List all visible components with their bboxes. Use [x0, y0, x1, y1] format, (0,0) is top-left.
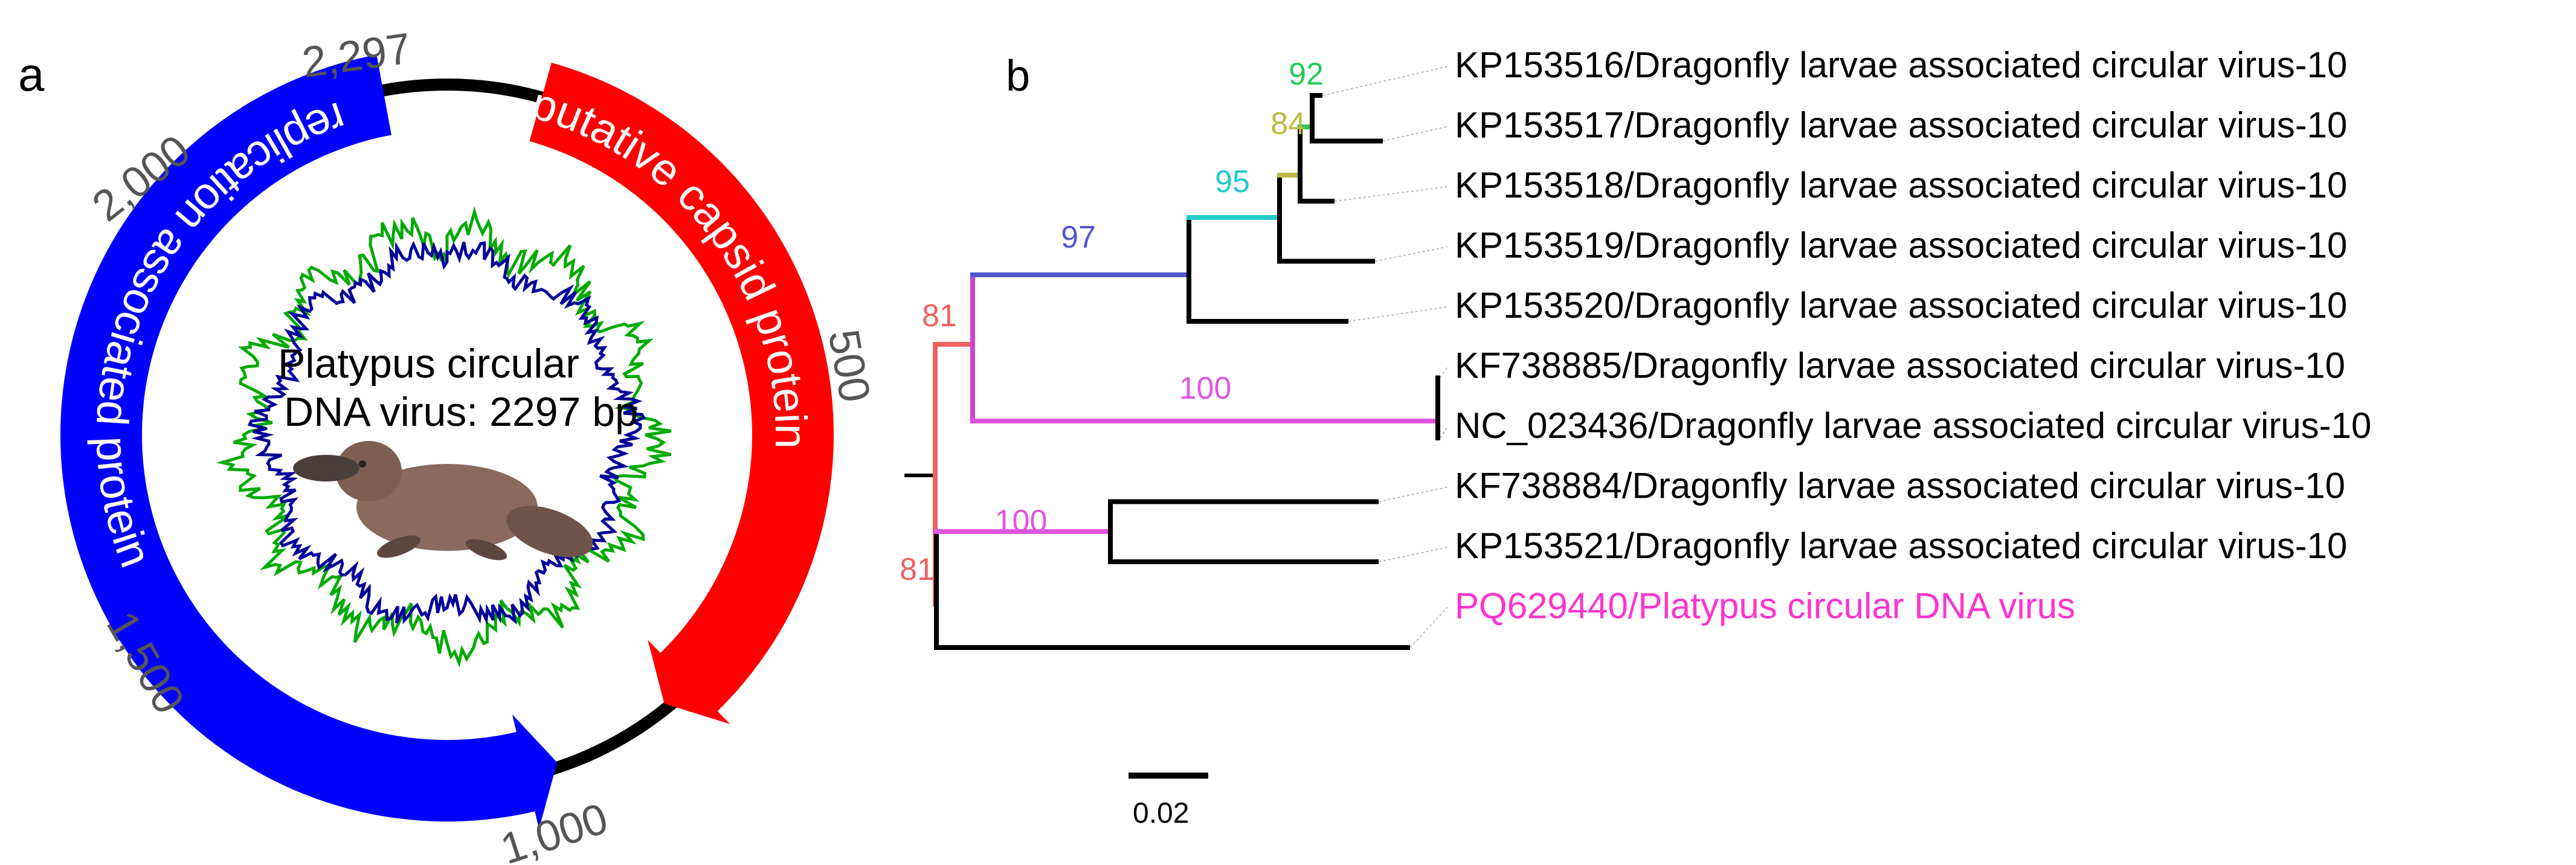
leaf-label: KP153516/Dragonfly larvae associated cir…: [1455, 45, 2347, 85]
leader-line: [1374, 246, 1448, 262]
bootstrap-clade-1-9: 81: [900, 552, 935, 587]
gene-arrow-rep: [60, 54, 558, 829]
leader-line: [1378, 547, 1448, 562]
leaf-label: KP153520/Dragonfly larvae associated cir…: [1455, 285, 2347, 326]
tree-branches: [904, 93, 1440, 650]
leader-line: [1334, 186, 1448, 202]
leader-line: [1322, 66, 1448, 96]
bootstrap-clade-1-3: 84: [1270, 106, 1306, 141]
tree-bootstrap-labels: 81 97 100 95 84 92 100 81: [900, 57, 1324, 587]
leaf-label: PQ629440/Platypus circular DNA virus: [1455, 586, 2075, 626]
platypus-icon: [293, 441, 593, 561]
panel-a-label: a: [18, 48, 45, 101]
gc-skew-trace: [216, 206, 672, 668]
leader-line: [1440, 426, 1448, 439]
bootstrap-clade-6-7: 100: [1179, 371, 1232, 406]
gc-content-trace: [247, 240, 646, 625]
gene-arrow-capsid: [529, 62, 834, 724]
panel-b-label: b: [1006, 52, 1030, 100]
leaf-label: KP153519/Dragonfly larvae associated cir…: [1455, 225, 2347, 266]
bootstrap-clade-8-9: 100: [995, 504, 1048, 539]
leaf-label: KP153518/Dragonfly larvae associated cir…: [1455, 165, 2347, 205]
panel-b: b KP153516/Dragonfly larvae associated c…: [900, 45, 2371, 829]
bootstrap-root: 81: [922, 298, 957, 333]
tick-label-2297: 2,297: [299, 24, 414, 87]
leader-line: [1382, 126, 1448, 142]
tree-leader-lines: [1322, 66, 1448, 648]
bootstrap-clade-1-5: 97: [1061, 220, 1096, 255]
leader-line: [1348, 306, 1448, 322]
bootstrap-clade-1-4: 95: [1215, 164, 1250, 199]
genome-title-line2: DNA virus: 2297 bp: [284, 389, 638, 435]
genome-title-line1: Platypus circular: [278, 341, 579, 387]
leaf-label: KF738885/Dragonfly larvae associated cir…: [1455, 346, 2345, 386]
panel-a: a putative capsid protein replication as…: [18, 24, 879, 865]
bootstrap-clade-1-2: 92: [1289, 57, 1324, 92]
leaf-label: KP153517/Dragonfly larvae associated cir…: [1455, 105, 2347, 146]
tree-leaf-labels: KP153516/Dragonfly larvae associated cir…: [1455, 45, 2371, 626]
scale-bar-label: 0.02: [1133, 797, 1189, 829]
leader-line: [1378, 486, 1448, 503]
leaf-label: KP153521/Dragonfly larvae associated cir…: [1455, 526, 2347, 566]
leader-line: [1440, 366, 1448, 379]
leaf-label: KF738884/Dragonfly larvae associated cir…: [1455, 466, 2345, 506]
leaf-label: NC_023436/Dragonfly larvae associated ci…: [1455, 405, 2371, 446]
leader-line: [1409, 606, 1448, 648]
